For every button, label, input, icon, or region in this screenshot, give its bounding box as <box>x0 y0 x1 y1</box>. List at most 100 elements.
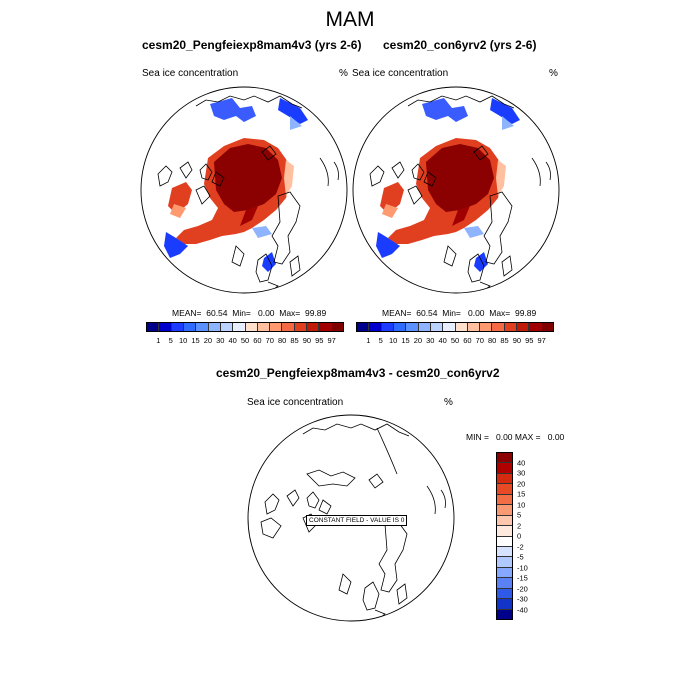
colorbar-tick-label: 20 <box>413 336 423 345</box>
colorbar-top-right: 1 5 10 15 20 30 40 50 60 70 80 85 90 95 97 <box>356 322 554 346</box>
colorbar-tick-label: 1 <box>366 336 371 345</box>
colorbar-swatch <box>492 323 505 331</box>
stats-right: MEAN= 60.54 Min= 0.00 Max= 99.89 <box>382 308 537 318</box>
colorbar-swatch <box>497 505 512 516</box>
colorbar-tick-label: 95 <box>315 336 324 345</box>
colorbar-tick-label: 50 <box>240 336 250 345</box>
colorbar-swatch <box>171 323 184 331</box>
colorbar-swatch <box>183 323 197 331</box>
difference-title: cesm20_Pengfeiexp8mam4v3 - cesm20_con6yr… <box>216 366 500 380</box>
colorbar-swatch <box>480 323 493 331</box>
variable-label-left: Sea ice concentration <box>142 68 239 79</box>
colorbar-swatch <box>497 515 512 527</box>
colorbar-tick-label: 2 <box>517 521 522 530</box>
colorbar-tick-label: 40 <box>438 336 447 345</box>
colorbar-tick-label: -30 <box>517 594 528 604</box>
units-label-diff: % <box>444 397 453 408</box>
colorbar-swatch <box>159 323 172 331</box>
variable-label-diff: Sea ice concentration <box>247 397 344 408</box>
colorbar-tick-label: 60 <box>463 336 472 345</box>
colorbar-tick-label: 90 <box>512 336 522 345</box>
colorbar-tick-label: 10 <box>178 336 188 345</box>
colorbar-swatch <box>517 323 530 331</box>
colorbar-top-left: 1 5 10 15 20 30 40 50 60 70 80 85 90 95 97 <box>146 322 344 346</box>
units-label-right: % <box>549 68 558 79</box>
colorbar-swatch <box>369 323 382 331</box>
colorbar-swatch <box>233 323 246 331</box>
colorbar-swatch <box>504 323 518 331</box>
colorbar-tick-label: 30 <box>426 336 435 345</box>
colorbar-tick-label: 5 <box>168 336 173 345</box>
colorbar-tick-label: -40 <box>517 605 528 614</box>
colorbar-swatch <box>497 567 512 579</box>
colorbar-swatch <box>430 323 444 331</box>
colorbar-swatch <box>257 323 271 331</box>
colorbar-tick-label: 30 <box>517 468 526 478</box>
colorbar-swatches-left <box>146 322 344 332</box>
constant-field-label: CONSTANT FIELD - VALUE IS 0 <box>306 515 408 526</box>
colorbar-tick-label: 15 <box>517 489 526 499</box>
colorbar-swatch <box>208 323 221 331</box>
sea-ice-map-left <box>140 86 348 294</box>
colorbar-tick-label: 85 <box>500 336 509 345</box>
colorbar-swatch <box>282 323 295 331</box>
colorbar-tick-label: -15 <box>517 573 528 583</box>
colorbar-tick-label: 97 <box>537 336 546 345</box>
colorbar-swatch <box>196 323 209 331</box>
colorbar-swatch <box>455 323 468 331</box>
colorbar-tick-label: -5 <box>517 552 524 562</box>
colorbar-swatch <box>497 578 512 589</box>
colorbar-swatch <box>497 557 512 568</box>
colorbar-swatch <box>497 588 512 600</box>
colorbar-tick-label: 60 <box>253 336 262 345</box>
colorbar-swatch <box>220 323 234 331</box>
polar-map-right <box>352 86 560 294</box>
colorbar-swatch <box>529 323 542 331</box>
colorbar-swatch <box>331 323 343 331</box>
colorbar-tick-label: 20 <box>203 336 213 345</box>
colorbar-swatch <box>497 494 512 506</box>
colorbar-tick-label: 1 <box>156 336 161 345</box>
colorbar-swatch <box>406 323 419 331</box>
colorbar-swatch <box>418 323 431 331</box>
colorbar-swatch <box>270 323 283 331</box>
colorbar-swatch <box>319 323 332 331</box>
colorbar-swatch <box>497 546 512 558</box>
colorbar-swatches-right <box>356 322 554 332</box>
colorbar-swatch <box>443 323 456 331</box>
colorbar-tick-label: 80 <box>277 336 287 345</box>
colorbar-tick-label: 15 <box>191 336 200 345</box>
colorbar-tick-label: 50 <box>450 336 460 345</box>
colorbar-tick-label: 5 <box>517 510 522 520</box>
colorbar-labels-left: 1 5 10 15 20 30 40 50 60 70 80 85 90 95 97 <box>146 336 344 346</box>
colorbar-swatch <box>245 323 258 331</box>
colorbar-swatch <box>467 323 481 331</box>
stats-left: MEAN= 60.54 Min= 0.00 Max= 99.89 <box>172 308 327 318</box>
colorbar-tick-label: 5 <box>378 336 383 345</box>
colorbar-diff-labels: 40 30 20 15 10 5 2 0 -2 -5 -10 -15 -20 -30 -40 <box>517 452 547 620</box>
colorbar-tick-label: 95 <box>525 336 534 345</box>
colorbar-swatch <box>497 453 512 464</box>
colorbar-tick-label: 85 <box>290 336 299 345</box>
colorbar-tick-label: 15 <box>401 336 410 345</box>
polar-map-left <box>140 86 348 294</box>
colorbar-swatch <box>497 609 512 619</box>
colorbar-tick-label: -2 <box>517 542 524 551</box>
colorbar-diff <box>496 452 513 620</box>
colorbar-swatch <box>497 526 512 537</box>
colorbar-swatch <box>393 323 407 331</box>
colorbar-tick-label: 30 <box>216 336 225 345</box>
colorbar-swatch <box>497 463 512 474</box>
colorbar-tick-label: 70 <box>475 336 484 345</box>
colorbar-tick-label: -10 <box>517 563 528 572</box>
stats-diff: MIN = 0.00 MAX = 0.00 <box>466 432 565 442</box>
colorbar-tick-label: 70 <box>265 336 274 345</box>
colorbar-tick-label: 40 <box>517 458 526 467</box>
sea-ice-map-right <box>352 86 560 294</box>
colorbar-swatch <box>541 323 553 331</box>
colorbar-labels-right: 1 5 10 15 20 30 40 50 60 70 80 85 90 95 97 <box>356 336 554 346</box>
colorbar-tick-label: 80 <box>487 336 497 345</box>
colorbar-swatch <box>294 323 308 331</box>
colorbar-swatch <box>497 536 512 547</box>
colorbar-tick-label: 40 <box>228 336 237 345</box>
